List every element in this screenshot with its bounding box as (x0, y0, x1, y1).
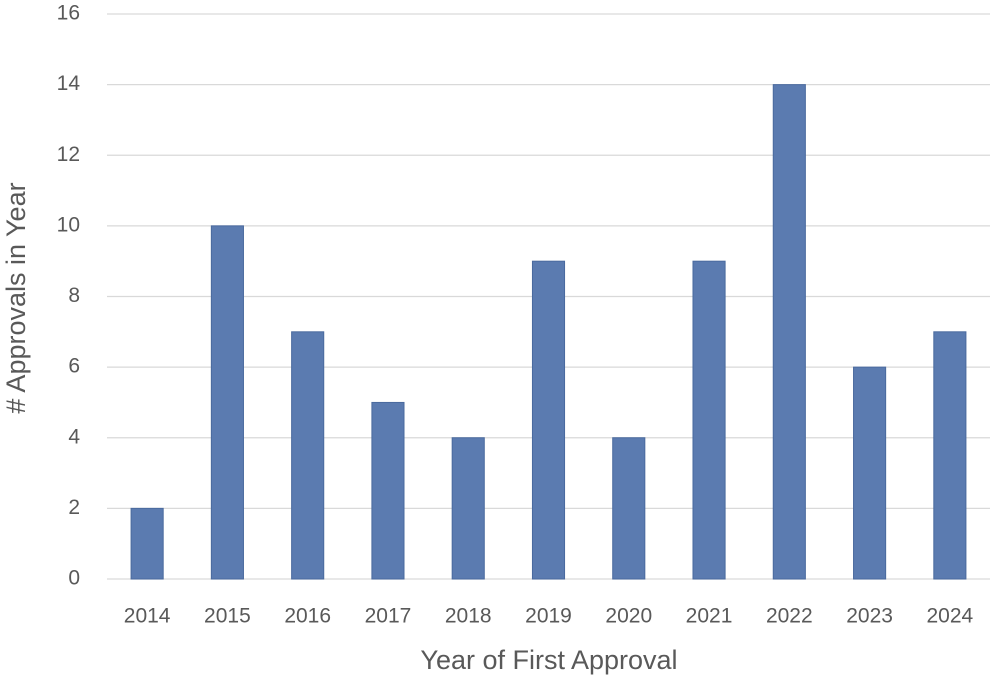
y-tick-label: 4 (68, 425, 80, 448)
y-tick-label: 14 (57, 72, 81, 95)
bar (933, 331, 967, 580)
bar (692, 260, 726, 580)
x-tick-label: 2018 (445, 605, 492, 628)
x-tick-label: 2017 (365, 605, 412, 628)
bar (210, 225, 244, 580)
y-tick-label: 0 (68, 567, 80, 590)
bar (772, 84, 806, 580)
x-tick-label: 2015 (204, 605, 251, 628)
x-tick-label: 2024 (927, 605, 974, 628)
bar (531, 260, 566, 580)
y-tick-label: 8 (68, 284, 80, 307)
bar (612, 437, 646, 580)
y-tick-label: 6 (68, 355, 80, 378)
y-tick-label: 2 (68, 496, 80, 519)
x-tick-label: 2020 (605, 605, 652, 628)
bar (853, 366, 887, 580)
bar (371, 401, 405, 580)
bar (451, 437, 485, 580)
x-tick-label: 2023 (846, 605, 893, 628)
bar (130, 507, 164, 580)
x-tick-label: 2021 (686, 605, 733, 628)
x-tick-label: 2019 (525, 605, 572, 628)
y-tick-label: 10 (57, 213, 80, 236)
x-axis-title: Year of First Approval (420, 645, 677, 675)
y-axis-title: # Approvals in Year (1, 182, 31, 413)
y-tick-label: 12 (57, 143, 80, 166)
bar (291, 331, 325, 580)
x-tick-label: 2014 (124, 605, 171, 628)
x-tick-label: 2016 (284, 605, 331, 628)
y-tick-label: 16 (57, 2, 80, 25)
x-tick-label: 2022 (766, 605, 813, 628)
